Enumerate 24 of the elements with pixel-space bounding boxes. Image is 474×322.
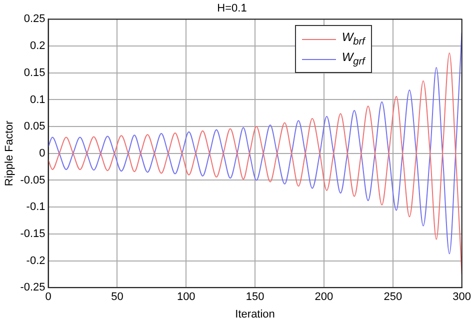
x-tick-label: 50: [111, 291, 124, 304]
y-tick-label: 0.2: [30, 40, 46, 52]
x-tick-label: 300: [452, 291, 472, 304]
x-axis-title: Iteration: [235, 308, 275, 320]
legend-label: W$_{brf}$: [342, 30, 365, 48]
y-tick-label: -0.05: [20, 174, 46, 186]
y-axis-title: Ripple Factor: [4, 120, 16, 186]
y-tick-label: 0: [39, 147, 46, 160]
chart-title: H=0.1: [217, 2, 247, 15]
legend-label: W$_{grf}$: [342, 50, 365, 68]
line-series: [48, 52, 462, 275]
x-tick-label: 100: [176, 291, 196, 304]
line-series: [48, 32, 462, 254]
x-tick-label: 200: [314, 291, 334, 304]
y-tick-label: -0.25: [20, 282, 46, 294]
y-tick-label: 0.05: [24, 120, 46, 133]
y-tick-label: -0.2: [26, 254, 46, 267]
y-tick-label: -0.1: [26, 201, 46, 214]
y-tick-label: 0.25: [24, 13, 46, 26]
x-tick-label: 250: [384, 291, 402, 304]
y-tick-label: 0.15: [24, 66, 46, 79]
y-tick-label: 0.1: [30, 94, 46, 106]
x-tick-label: 150: [246, 291, 264, 304]
y-tick-label: -0.15: [20, 228, 46, 240]
